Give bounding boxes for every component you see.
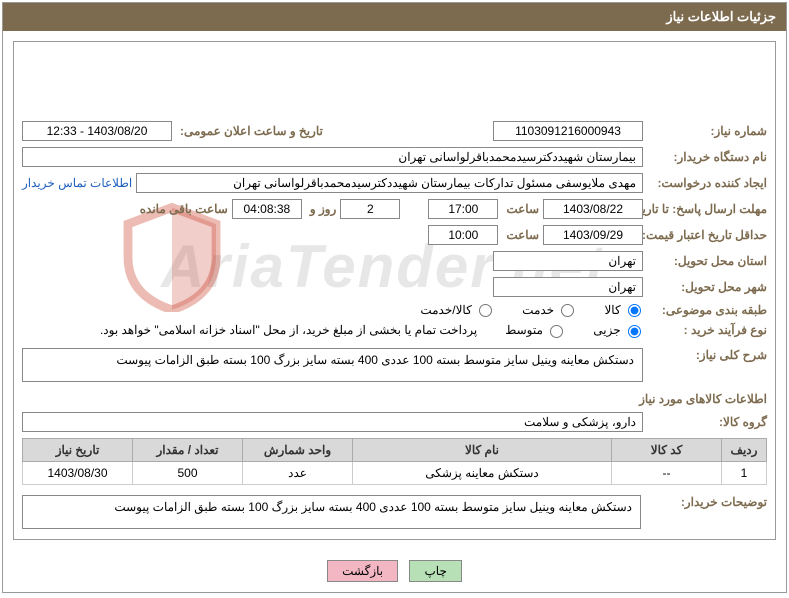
validity-date: 1403/09/29 — [543, 225, 643, 245]
general-desc-label: شرح کلی نیاز: — [647, 348, 767, 362]
row-general-desc: شرح کلی نیاز: دستکش معاینه وینیل سایز مت… — [22, 348, 767, 382]
process-label: نوع فرآیند خرید : — [647, 323, 767, 337]
deadline-time: 17:00 — [428, 199, 498, 219]
city-label: شهر محل تحویل: — [647, 280, 767, 294]
row-buyer-notes: توضیحات خریدار: دستکش معاینه وینیل سایز … — [22, 495, 767, 529]
deadline-date: 1403/08/22 — [543, 199, 643, 219]
requester-value: مهدی ملایوسفی مسئول تدارکات بیمارستان شه… — [136, 173, 643, 193]
radio-service-label: خدمت — [522, 303, 576, 317]
cell-unit: عدد — [243, 461, 353, 484]
items-section-title: اطلاعات کالاهای مورد نیاز — [22, 392, 767, 406]
back-button[interactable]: بازگشت — [327, 560, 398, 582]
th-name: نام کالا — [353, 438, 612, 461]
radio-partial[interactable] — [628, 325, 641, 338]
process-note: پرداخت تمام یا بخشی از مبلغ خرید، از محل… — [100, 323, 477, 337]
row-category: طبقه بندی موضوعی: کالا خدمت کالا/خدمت — [22, 303, 767, 317]
cell-row: 1 — [722, 461, 767, 484]
category-label: طبقه بندی موضوعی: — [647, 303, 767, 317]
cell-qty: 500 — [133, 461, 243, 484]
page-title-bar: جزئیات اطلاعات نیاز — [3, 3, 786, 31]
outer-container: جزئیات اطلاعات نیاز AriaTender.net شماره… — [2, 2, 787, 593]
radio-goods-service[interactable] — [479, 304, 492, 317]
row-buyer-org: نام دستگاه خریدار: بیمارستان شهیددکترسید… — [22, 147, 767, 167]
row-group: گروه کالا: دارو، پزشکی و سلامت — [22, 412, 767, 432]
radio-goods[interactable] — [628, 304, 641, 317]
row-province: استان محل تحویل: تهران — [22, 251, 767, 271]
radio-medium[interactable] — [550, 325, 563, 338]
radio-service[interactable] — [561, 304, 574, 317]
cell-date: 1403/08/30 — [23, 461, 133, 484]
validity-time: 10:00 — [428, 225, 498, 245]
announce-label: تاریخ و ساعت اعلان عمومی: — [176, 124, 323, 138]
group-label: گروه کالا: — [647, 415, 767, 429]
th-code: کد کالا — [612, 438, 722, 461]
buyer-notes-label: توضیحات خریدار: — [647, 495, 767, 509]
row-process: نوع فرآیند خرید : جزیی متوسط پرداخت تمام… — [22, 323, 767, 337]
th-unit: واحد شمارش — [243, 438, 353, 461]
buyer-notes-value: دستکش معاینه وینیل سایز متوسط بسته 100 ع… — [22, 495, 641, 529]
validity-time-word: ساعت — [502, 228, 539, 242]
days-remaining: 2 — [340, 199, 400, 219]
table-row: 1 -- دستکش معاینه پزشکی عدد 500 1403/08/… — [23, 461, 767, 484]
announce-value: 1403/08/20 - 12:33 — [22, 121, 172, 141]
buyer-org-value: بیمارستان شهیددکترسیدمحمدباقرلواسانی تهر… — [22, 147, 643, 167]
deadline-time-word: ساعت — [502, 202, 539, 216]
row-validity: حداقل تاریخ اعتبار قیمت: تا تاریخ: 1403/… — [22, 225, 767, 245]
need-number-value: 1103091216000943 — [493, 121, 643, 141]
th-qty: تعداد / مقدار — [133, 438, 243, 461]
general-desc-value: دستکش معاینه وینیل سایز متوسط بسته 100 ع… — [22, 348, 643, 382]
th-row: ردیف — [722, 438, 767, 461]
button-bar: چاپ بازگشت — [3, 550, 786, 592]
buyer-contact-link[interactable]: اطلاعات تماس خریدار — [22, 176, 132, 190]
row-city: شهر محل تحویل: تهران — [22, 277, 767, 297]
validity-label: حداقل تاریخ اعتبار قیمت: تا تاریخ: — [647, 228, 767, 242]
page-title: جزئیات اطلاعات نیاز — [666, 9, 776, 24]
items-table: ردیف کد کالا نام کالا واحد شمارش تعداد /… — [22, 438, 767, 485]
buyer-org-label: نام دستگاه خریدار: — [647, 150, 767, 164]
radio-partial-label: جزیی — [593, 323, 643, 337]
need-number-label: شماره نیاز: — [647, 124, 767, 138]
row-deadline: مهلت ارسال پاسخ: تا تاریخ: 1403/08/22 سا… — [22, 199, 767, 219]
city-value: تهران — [493, 277, 643, 297]
th-date: تاریخ نیاز — [23, 438, 133, 461]
province-label: استان محل تحویل: — [647, 254, 767, 268]
cell-code: -- — [612, 461, 722, 484]
province-value: تهران — [493, 251, 643, 271]
radio-goods-service-label: کالا/خدمت — [420, 303, 494, 317]
content-panel: AriaTender.net شماره نیاز: 1103091216000… — [13, 41, 776, 540]
radio-medium-label: متوسط — [505, 323, 565, 337]
deadline-label: مهلت ارسال پاسخ: تا تاریخ: — [647, 202, 767, 216]
print-button[interactable]: چاپ — [409, 560, 461, 582]
remaining-word: ساعت باقی مانده — [136, 202, 228, 216]
radio-goods-label: کالا — [604, 303, 643, 317]
row-need-number: شماره نیاز: 1103091216000943 تاریخ و ساع… — [22, 121, 767, 141]
group-value: دارو، پزشکی و سلامت — [22, 412, 643, 432]
cell-name: دستکش معاینه پزشکی — [353, 461, 612, 484]
days-word: روز و — [306, 202, 337, 216]
time-remaining: 04:08:38 — [232, 199, 302, 219]
requester-label: ایجاد کننده درخواست: — [647, 176, 767, 190]
table-header-row: ردیف کد کالا نام کالا واحد شمارش تعداد /… — [23, 438, 767, 461]
row-requester: ایجاد کننده درخواست: مهدی ملایوسفی مسئول… — [22, 173, 767, 193]
